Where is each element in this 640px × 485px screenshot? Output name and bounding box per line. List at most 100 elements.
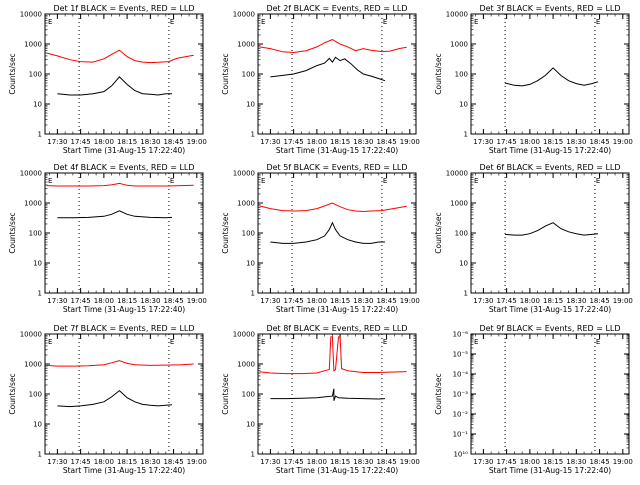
plot-frame [257,13,417,135]
y-axis-label: Counts/sec [221,373,230,414]
x-tick-label: 18:30 [566,297,586,305]
edge-marker: E [48,338,52,346]
plot-frame [44,172,204,294]
x-tick-label: 18:15 [330,458,350,466]
y-axis-label: Counts/sec [8,53,17,94]
y-tick-label: 10⁻¹ [453,431,469,439]
series-line [270,221,385,244]
chart-4: Det 4f BLACK = Events, RED = LLD Counts/s… [8,163,207,314]
x-tick-label: 19:00 [187,138,207,146]
x-tick-label: 17:30 [47,138,67,146]
y-tick-label: 100 [242,391,255,399]
x-axis-label: Start Time (31-Aug-15 17:22:40) [63,305,185,314]
y-tick-label: 10 [246,101,255,109]
chart-title: Det 4f BLACK = Events, RED = LLD [53,163,194,172]
x-tick-label: 17:45 [284,297,304,305]
y-tick-label: 100 [455,230,468,238]
x-tick-label: 18:00 [307,138,327,146]
y-tick-label: 1 [38,451,42,459]
x-tick-label: 18:45 [163,297,183,305]
y-tick-label: 10⁻⁵ [453,351,469,359]
x-tick-label: 17:45 [497,138,517,146]
y-tick-label: 1000 [237,361,255,369]
plot-frame [470,13,630,135]
edge-marker: E [474,177,478,185]
plot-frame [257,172,417,294]
y-tick-label: 1 [251,451,255,459]
x-tick-label: 19:00 [613,458,633,466]
x-axis-label: Start Time (31-Aug-15 17:22:40) [489,466,611,475]
series-line [57,389,173,408]
y-tick-label: 100 [242,71,255,79]
x-tick-label: 18:45 [589,458,609,466]
x-tick-label: 17:45 [71,458,91,466]
x-tick-label: 18:15 [330,297,350,305]
y-tick-label: 10 [246,421,255,429]
series-line [504,67,599,87]
x-tick-label: 18:30 [140,138,160,146]
x-tick-label: 18:45 [376,297,396,305]
x-tick-label: 18:15 [117,458,137,466]
x-tick-label: 17:30 [473,297,493,305]
y-tick-label: 10 [459,260,468,268]
y-axis-label: Counts/sec [434,212,443,253]
x-tick-label: 17:45 [71,297,91,305]
x-tick-label: 18:00 [520,458,540,466]
y-axis-label: Counts/sec [221,53,230,94]
chart-title: Det 9f BLACK = Events, RED = LLD [479,324,620,333]
y-tick-label: 10000 [20,11,42,19]
chart-title: Det 3f BLACK = Events, RED = LLD [479,4,620,13]
y-tick-label: 10000 [446,11,468,19]
x-tick-label: 17:30 [473,138,493,146]
x-tick-label: 17:30 [260,458,280,466]
y-tick-label: 10 [246,260,255,268]
series-line [505,222,599,236]
y-tick-label: 1000 [237,200,255,208]
x-tick-label: 18:30 [566,458,586,466]
x-tick-label: 19:00 [187,297,207,305]
x-tick-label: 19:00 [187,458,207,466]
y-tick-label: 10000 [20,331,42,339]
y-tick-label: 10000 [233,11,255,19]
chart-8: Det 8f BLACK = Events, RED = LLD Counts/s… [221,324,420,475]
y-tick-label: 1000 [24,41,42,49]
x-tick-label: 18:45 [163,458,183,466]
plot-frame [470,333,630,455]
x-tick-label: 17:45 [284,138,304,146]
x-tick-label: 18:30 [353,297,373,305]
chart-2: Det 2f BLACK = Events, RED = LLD Counts/s… [221,4,420,155]
x-tick-label: 19:00 [613,138,633,146]
x-axis-label: Start Time (31-Aug-15 17:22:40) [276,466,398,475]
x-axis-label: Start Time (31-Aug-15 17:22:40) [489,305,611,314]
chart-title: Det 7f BLACK = Events, RED = LLD [53,324,194,333]
x-tick-label: 18:00 [94,138,114,146]
y-tick-label: 10 [33,421,42,429]
y-tick-label: 1 [464,290,468,298]
chart-title: Det 1f BLACK = Events, RED = LLD [53,4,194,13]
x-tick-label: 18:00 [307,297,327,305]
x-tick-label: 18:30 [140,458,160,466]
x-tick-label: 17:45 [71,138,91,146]
y-axis-label: Counts/sec [434,53,443,94]
chart-9: Det 9f BLACK = Events, RED = LLD Counts/s… [434,324,633,475]
edge-marker: E [596,338,600,346]
chart-title: Det 8f BLACK = Events, RED = LLD [266,324,407,333]
x-tick-label: 18:30 [353,138,373,146]
y-tick-label: 10 [33,101,42,109]
y-tick-label: 1 [464,131,468,139]
x-tick-label: 18:15 [117,297,137,305]
x-tick-label: 17:30 [47,458,67,466]
x-axis-label: Start Time (31-Aug-15 17:22:40) [276,146,398,155]
series-line [259,336,407,375]
edge-marker: E [383,338,387,346]
chart-1: Det 1f BLACK = Events, RED = LLD Counts/s… [8,4,207,155]
y-tick-label: 1000 [237,41,255,49]
series-line [46,49,194,64]
y-tick-label: 1 [38,131,42,139]
edge-marker: E [596,177,600,185]
x-tick-label: 17:45 [284,458,304,466]
x-axis-label: Start Time (31-Aug-15 17:22:40) [63,146,185,155]
x-tick-label: 18:15 [330,138,350,146]
